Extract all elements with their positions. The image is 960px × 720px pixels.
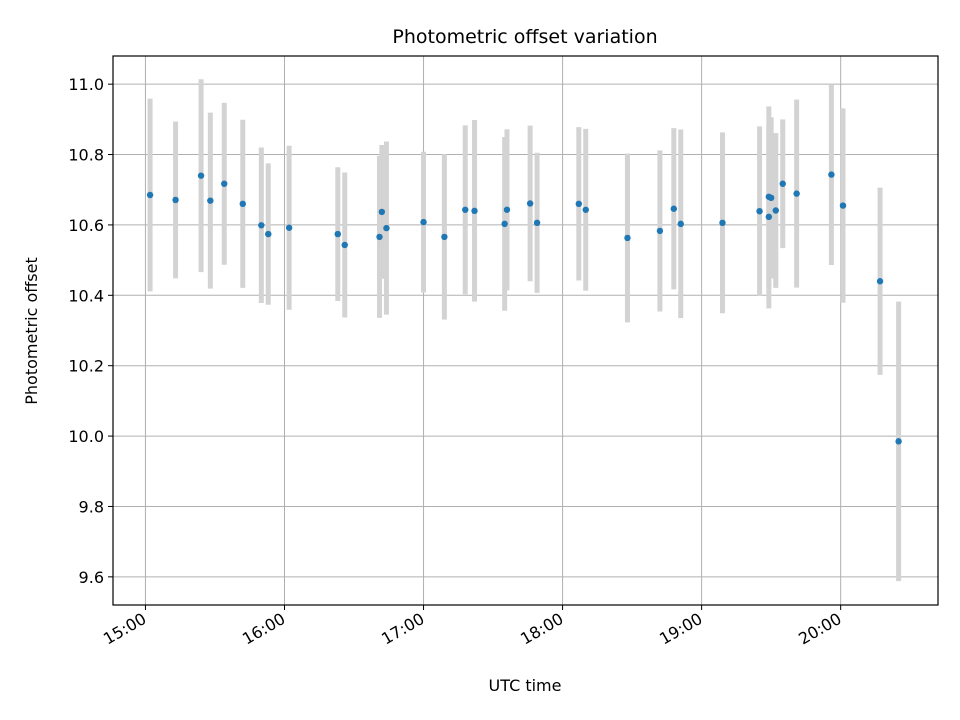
data-point	[265, 230, 272, 238]
data-point	[533, 219, 541, 227]
data-point	[471, 207, 478, 215]
data-point	[582, 206, 589, 213]
y-tick-label: 9.8	[79, 497, 104, 516]
data-point	[656, 227, 664, 235]
y-tick-label: 10.8	[68, 146, 104, 165]
data-point	[462, 206, 469, 213]
data-point	[793, 190, 800, 197]
plot-area-frame	[112, 55, 939, 606]
data-point	[526, 200, 534, 207]
data-point	[839, 202, 847, 209]
data-point	[285, 224, 293, 231]
data-point	[501, 220, 508, 228]
data-point	[503, 206, 511, 213]
data-point	[378, 208, 386, 216]
data-point	[719, 219, 726, 227]
data-point	[383, 224, 390, 232]
data-point	[420, 218, 427, 226]
y-tick-label: 11.0	[68, 75, 104, 94]
data-point	[239, 200, 246, 208]
data-point	[670, 205, 678, 212]
y-tick-label: 10.0	[68, 427, 104, 446]
data-point	[341, 241, 348, 249]
x-axis-title: UTC time	[489, 676, 562, 695]
data-point	[895, 438, 902, 445]
data-point	[258, 222, 265, 229]
data-point	[767, 194, 775, 202]
data-point	[146, 191, 154, 199]
data-point	[624, 234, 631, 242]
data-point	[197, 172, 205, 179]
data-point	[876, 278, 884, 285]
data-point	[172, 196, 179, 204]
chart-title: Photometric offset variation	[392, 26, 657, 48]
data-point	[779, 180, 786, 187]
y-tick-label: 10.6	[68, 216, 104, 235]
data-point	[677, 220, 684, 228]
data-point	[441, 233, 448, 241]
data-point	[221, 180, 228, 187]
data-point	[376, 233, 383, 241]
y-axis-title: Photometric offset	[22, 257, 41, 405]
grid-layer	[113, 56, 938, 605]
point-layer	[146, 171, 902, 445]
y-tick-label: 10.2	[68, 357, 104, 376]
y-tick-label: 9.6	[79, 568, 104, 587]
y-tick-label: 10.4	[68, 286, 104, 305]
data-point	[207, 197, 214, 204]
data-point	[828, 171, 835, 178]
data-point	[756, 207, 763, 215]
data-point	[772, 207, 779, 214]
data-point	[575, 200, 583, 208]
plot-area-background	[113, 56, 938, 605]
data-point	[334, 230, 341, 238]
data-point	[765, 213, 773, 221]
